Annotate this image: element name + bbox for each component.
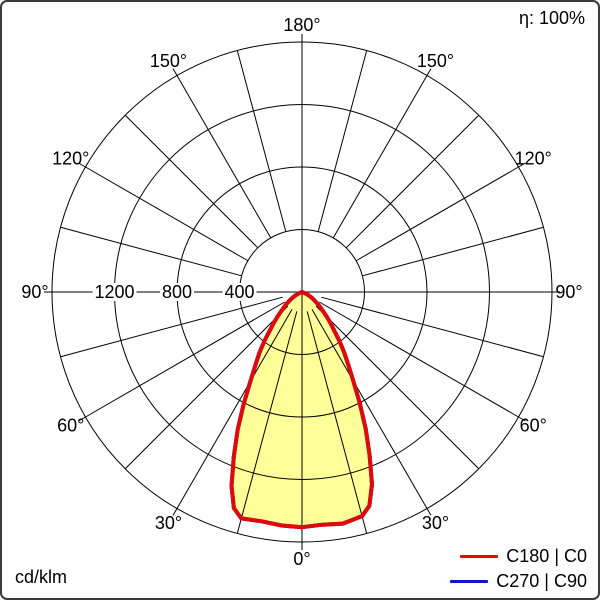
grid-spoke	[60, 296, 283, 358]
ring-label-bg	[222, 283, 257, 301]
grid-spoke	[311, 309, 428, 509]
angle-tick	[78, 416, 86, 422]
angle-tick	[426, 68, 432, 76]
legend-item-c180-c0: C180 | C0	[460, 546, 587, 566]
grid-spoke	[176, 75, 272, 239]
grid-spoke	[124, 114, 259, 249]
angle-label: 90°	[555, 282, 582, 302]
angle-tick	[78, 162, 86, 168]
grid-spoke	[236, 311, 298, 534]
angle-label: 150°	[150, 51, 187, 71]
angle-label: 90°	[21, 282, 48, 302]
grid-spoke	[362, 226, 544, 277]
grid-spoke	[355, 166, 519, 262]
ring-label-bg	[160, 283, 194, 301]
angle-label: 120°	[515, 149, 552, 169]
grid-spoke	[124, 305, 289, 470]
angle-tick	[426, 508, 432, 516]
grid-spoke	[321, 296, 544, 358]
ring-value-label: 1200	[94, 282, 134, 302]
legend-line-blue	[450, 579, 489, 583]
grid-spoke	[332, 75, 428, 239]
angle-label: 150°	[417, 51, 454, 71]
angle-label: 60°	[520, 416, 547, 436]
ring-value-label: 400	[224, 282, 254, 302]
grid-spoke	[317, 50, 368, 232]
legend: C180 | C0 C270 | C90	[450, 546, 587, 591]
grid-spoke	[176, 309, 293, 509]
angle-tick	[518, 416, 526, 422]
angle-tick	[172, 508, 178, 516]
efficiency-label: η: 100%	[518, 8, 585, 28]
angle-label: 180°	[283, 15, 320, 35]
beam-curve-c180-c0	[229, 290, 374, 530]
grid-spoke	[306, 311, 368, 534]
angle-label: 120°	[52, 149, 89, 169]
angle-label: 30°	[155, 513, 182, 533]
angle-tick	[518, 162, 526, 168]
angle-label: 30°	[422, 513, 449, 533]
unit-label: cd/klm	[15, 567, 68, 587]
grid-spoke	[319, 301, 519, 418]
grid-spoke	[85, 301, 285, 418]
legend-label: C180 | C0	[506, 546, 587, 566]
ring-label-bg	[92, 283, 137, 301]
grid-spoke	[236, 50, 287, 232]
grid-spoke	[315, 305, 480, 470]
angle-label: 60°	[57, 416, 84, 436]
grid-spoke	[85, 166, 249, 262]
legend-label: C270 | C90	[496, 571, 587, 591]
legend-line-red	[460, 554, 499, 558]
legend-item-c270-c90: C270 | C90	[450, 571, 587, 591]
grid-spoke	[60, 226, 242, 277]
angle-tick	[172, 68, 178, 76]
grid-spoke	[345, 114, 480, 249]
ring-value-label: 800	[162, 282, 192, 302]
angle-label: 0°	[293, 549, 310, 569]
